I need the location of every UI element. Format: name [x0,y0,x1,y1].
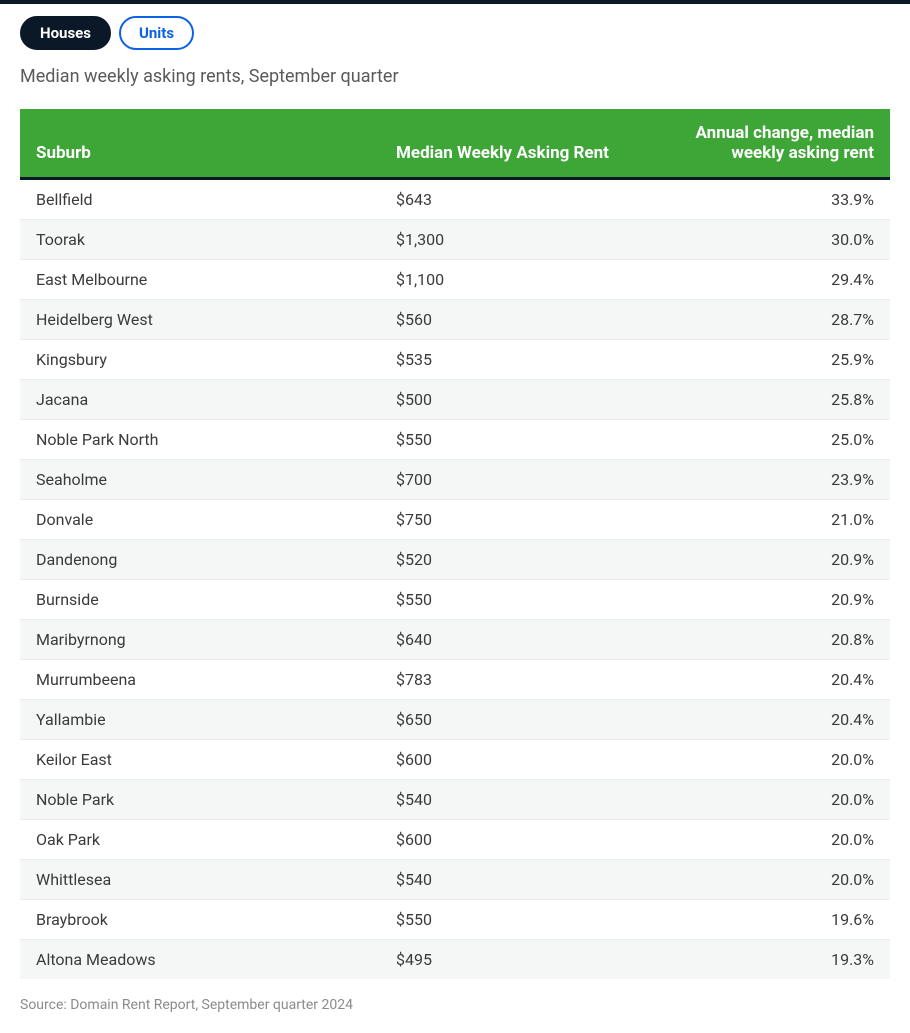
table-row: Keilor East$60020.0% [20,740,890,780]
col-header-rent: Median Weekly Asking Rent [380,109,650,179]
cell-rent: $1,100 [380,260,650,300]
source-line: Source: Domain Rent Report, September qu… [20,997,890,1013]
cell-change: 23.9% [650,460,890,500]
cell-rent: $643 [380,179,650,220]
table-row: Oak Park$60020.0% [20,820,890,860]
cell-change: 33.9% [650,179,890,220]
cell-suburb: Oak Park [20,820,380,860]
cell-rent: $500 [380,380,650,420]
cell-suburb: Noble Park North [20,420,380,460]
cell-rent: $600 [380,740,650,780]
cell-rent: $640 [380,620,650,660]
cell-change: 20.8% [650,620,890,660]
cell-change: 20.9% [650,580,890,620]
cell-rent: $540 [380,860,650,900]
tab-units[interactable]: Units [119,16,194,50]
table-row: Bellfield$64333.9% [20,179,890,220]
table-row: Toorak$1,30030.0% [20,220,890,260]
cell-suburb: Kingsbury [20,340,380,380]
cell-rent: $600 [380,820,650,860]
cell-suburb: East Melbourne [20,260,380,300]
table-row: Donvale$75021.0% [20,500,890,540]
cell-change: 20.0% [650,780,890,820]
table-row: East Melbourne$1,10029.4% [20,260,890,300]
col-header-change: Annual change, median weekly asking rent [650,109,890,179]
cell-suburb: Yallambie [20,700,380,740]
cell-suburb: Seaholme [20,460,380,500]
cell-suburb: Whittlesea [20,860,380,900]
table-row: Noble Park$54020.0% [20,780,890,820]
cell-rent: $550 [380,420,650,460]
cell-rent: $560 [380,300,650,340]
cell-suburb: Burnside [20,580,380,620]
cell-change: 29.4% [650,260,890,300]
table-row: Burnside$55020.9% [20,580,890,620]
cell-change: 20.0% [650,740,890,780]
cell-suburb: Maribyrnong [20,620,380,660]
cell-change: 21.0% [650,500,890,540]
cell-change: 30.0% [650,220,890,260]
cell-rent: $495 [380,940,650,980]
cell-change: 25.8% [650,380,890,420]
cell-change: 20.4% [650,700,890,740]
table-row: Noble Park North$55025.0% [20,420,890,460]
table-row: Braybrook$55019.6% [20,900,890,940]
cell-change: 20.4% [650,660,890,700]
cell-suburb: Braybrook [20,900,380,940]
cell-suburb: Bellfield [20,179,380,220]
cell-rent: $520 [380,540,650,580]
cell-change: 19.6% [650,900,890,940]
cell-change: 20.0% [650,860,890,900]
cell-rent: $750 [380,500,650,540]
cell-suburb: Altona Meadows [20,940,380,980]
table-row: Dandenong$52020.9% [20,540,890,580]
cell-suburb: Dandenong [20,540,380,580]
table-row: Seaholme$70023.9% [20,460,890,500]
rent-table: Suburb Median Weekly Asking Rent Annual … [20,109,890,979]
tab-bar: Houses Units [20,16,890,50]
cell-rent: $535 [380,340,650,380]
cell-change: 28.7% [650,300,890,340]
table-row: Heidelberg West$56028.7% [20,300,890,340]
cell-change: 25.9% [650,340,890,380]
table-row: Kingsbury$53525.9% [20,340,890,380]
table-row: Maribyrnong$64020.8% [20,620,890,660]
tab-houses[interactable]: Houses [20,16,111,50]
cell-rent: $550 [380,900,650,940]
cell-rent: $700 [380,460,650,500]
cell-suburb: Murrumbeena [20,660,380,700]
cell-change: 19.3% [650,940,890,980]
cell-rent: $783 [380,660,650,700]
table-row: Whittlesea$54020.0% [20,860,890,900]
cell-rent: $1,300 [380,220,650,260]
subtitle: Median weekly asking rents, September qu… [20,66,890,87]
cell-suburb: Donvale [20,500,380,540]
cell-change: 20.9% [650,540,890,580]
content-area: Houses Units Median weekly asking rents,… [0,4,910,1033]
cell-suburb: Heidelberg West [20,300,380,340]
cell-suburb: Jacana [20,380,380,420]
table-row: Yallambie$65020.4% [20,700,890,740]
cell-suburb: Toorak [20,220,380,260]
cell-suburb: Noble Park [20,780,380,820]
cell-rent: $650 [380,700,650,740]
table-row: Altona Meadows$49519.3% [20,940,890,980]
cell-rent: $550 [380,580,650,620]
cell-change: 25.0% [650,420,890,460]
cell-suburb: Keilor East [20,740,380,780]
cell-rent: $540 [380,780,650,820]
table-row: Jacana$50025.8% [20,380,890,420]
table-row: Murrumbeena$78320.4% [20,660,890,700]
cell-change: 20.0% [650,820,890,860]
col-header-suburb: Suburb [20,109,380,179]
